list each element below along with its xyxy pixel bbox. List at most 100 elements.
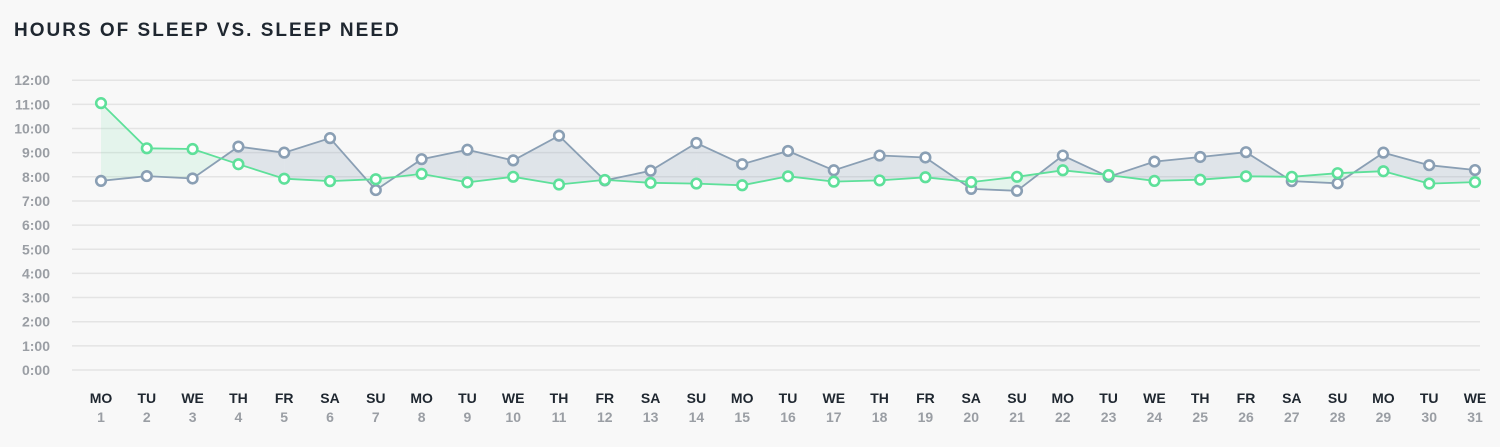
y-tick-label: 6:00 bbox=[22, 217, 50, 233]
difference-area bbox=[101, 103, 147, 181]
series-2-point bbox=[919, 171, 932, 184]
difference-area bbox=[1200, 152, 1246, 180]
x-tick-day-of-month: 27 bbox=[1284, 409, 1300, 425]
series-1-point bbox=[552, 129, 566, 142]
series-points bbox=[94, 97, 1482, 197]
x-tick-day-of-month: 18 bbox=[872, 409, 888, 425]
x-tick-day-of-month: 17 bbox=[826, 409, 842, 425]
x-tick-day-of-week: SU bbox=[687, 390, 706, 406]
y-tick-label: 4:00 bbox=[22, 265, 50, 281]
series-1-point bbox=[323, 132, 337, 145]
y-tick-label: 10:00 bbox=[14, 121, 50, 137]
x-tick-day-of-month: 5 bbox=[280, 409, 288, 425]
x-tick-day-of-week: SA bbox=[320, 390, 339, 406]
series-1-point bbox=[1468, 163, 1482, 177]
series-2-point bbox=[1148, 174, 1161, 188]
x-tick-day-of-week: FR bbox=[1237, 390, 1256, 406]
difference-area bbox=[1154, 157, 1201, 181]
series-1-point bbox=[1423, 159, 1436, 172]
series-1-point bbox=[873, 149, 886, 162]
series-2-point bbox=[461, 176, 474, 189]
series-1-point bbox=[278, 146, 291, 159]
x-tick-day-of-month: 4 bbox=[235, 409, 243, 425]
series-2-point bbox=[1102, 169, 1115, 182]
difference-area bbox=[1383, 152, 1430, 184]
series-1-point bbox=[736, 158, 749, 171]
series-2-point bbox=[232, 158, 245, 171]
difference-area bbox=[284, 138, 330, 182]
series-2-point bbox=[1423, 177, 1436, 190]
x-tick-day-of-month: 22 bbox=[1055, 409, 1071, 425]
series-1-point bbox=[507, 154, 520, 167]
y-tick-label: 1:00 bbox=[22, 338, 50, 354]
series-1-point bbox=[1331, 177, 1344, 190]
x-tick-day-of-month: 29 bbox=[1376, 409, 1392, 425]
difference-area bbox=[650, 143, 697, 184]
x-tick-day-of-month: 7 bbox=[372, 409, 380, 425]
x-tick-day-of-month: 15 bbox=[734, 409, 750, 425]
series-1-point bbox=[1239, 146, 1253, 159]
series-1-point bbox=[1377, 146, 1390, 159]
x-tick-day-of-week: SU bbox=[1007, 390, 1026, 406]
series-1-point bbox=[1194, 150, 1207, 164]
x-tick-day-of-week: WE bbox=[181, 390, 204, 406]
x-tick-day-of-week: WE bbox=[1143, 390, 1166, 406]
y-tick-label: 11:00 bbox=[15, 96, 50, 112]
y-tick-label: 8:00 bbox=[22, 169, 50, 185]
x-tick-day-of-month: 31 bbox=[1467, 409, 1483, 425]
series-2-point bbox=[827, 175, 840, 188]
series-1-point bbox=[461, 143, 474, 156]
x-tick-day-of-week: TU bbox=[1420, 390, 1439, 406]
x-tick-day-of-month: 24 bbox=[1147, 409, 1163, 425]
x-tick-day-of-month: 9 bbox=[464, 409, 472, 425]
x-tick-day-of-month: 10 bbox=[505, 409, 521, 425]
x-tick-day-of-month: 3 bbox=[189, 409, 197, 425]
series-2-point bbox=[415, 167, 428, 181]
x-tick-day-of-week: TH bbox=[229, 390, 248, 406]
series-1-point bbox=[369, 183, 382, 197]
x-tick-day-of-month: 13 bbox=[643, 409, 659, 425]
series-2-point bbox=[140, 142, 153, 155]
series-2-point bbox=[781, 170, 795, 183]
x-tick-day-of-week: MO bbox=[90, 390, 113, 406]
y-tick-label: 7:00 bbox=[22, 193, 50, 209]
series-2-point bbox=[94, 97, 108, 110]
x-tick-day-of-week: FR bbox=[275, 390, 294, 406]
series-1-point bbox=[827, 164, 840, 177]
x-tick-day-of-week: FR bbox=[916, 390, 935, 406]
difference-areas bbox=[101, 103, 1475, 191]
y-tick-label: 0:00 bbox=[22, 362, 50, 378]
x-tick-day-of-month: 28 bbox=[1330, 409, 1346, 425]
series-2-point bbox=[644, 176, 657, 189]
x-tick-day-of-week: WE bbox=[1464, 390, 1487, 406]
series-2-point bbox=[1056, 164, 1069, 177]
series-2-point bbox=[1194, 173, 1207, 186]
x-axis-labels: MO 1 TU 2 WE 3 TH 4 FR 5 SA 6 SU 7 MO 8 TU 9 WE 10 TH 11 FR 12 S… bbox=[90, 390, 1487, 425]
difference-area bbox=[788, 151, 834, 182]
x-tick-day-of-month: 14 bbox=[689, 409, 705, 425]
x-tick-day-of-week: SU bbox=[1328, 390, 1347, 406]
x-tick-day-of-week: WE bbox=[823, 390, 846, 406]
series-2-point bbox=[736, 179, 749, 192]
series-2-point bbox=[1239, 170, 1253, 183]
difference-area bbox=[238, 146, 285, 179]
series-2-point bbox=[1377, 165, 1390, 178]
series-2-point bbox=[1285, 170, 1298, 183]
y-tick-label: 9:00 bbox=[22, 145, 50, 161]
series-2-point bbox=[1468, 176, 1482, 189]
x-tick-day-of-week: TH bbox=[870, 390, 889, 406]
difference-area bbox=[1429, 165, 1475, 184]
x-tick-day-of-month: 20 bbox=[963, 409, 979, 425]
x-tick-day-of-month: 1 bbox=[97, 409, 105, 425]
series-2-point bbox=[965, 176, 978, 189]
x-tick-day-of-week: TH bbox=[550, 390, 569, 406]
y-tick-label: 5:00 bbox=[22, 241, 50, 257]
y-tick-label: 12:00 bbox=[14, 72, 50, 88]
x-tick-day-of-week: TU bbox=[137, 390, 156, 406]
y-tick-label: 3:00 bbox=[22, 290, 50, 306]
difference-area bbox=[879, 155, 926, 181]
x-tick-day-of-week: TU bbox=[458, 390, 477, 406]
difference-area bbox=[146, 148, 193, 179]
difference-area bbox=[421, 149, 468, 183]
series-1-point bbox=[232, 140, 245, 153]
